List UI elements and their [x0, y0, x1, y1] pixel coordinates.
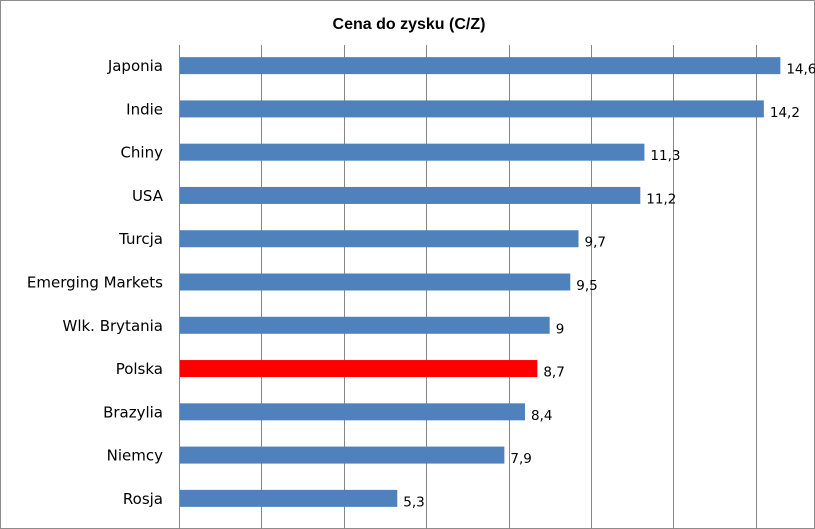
category-label: Emerging Markets — [27, 274, 163, 292]
bar-brazylia — [180, 403, 525, 421]
category-label: Rosja — [123, 490, 163, 508]
value-label: 9 — [556, 321, 565, 337]
category-label: Niemcy — [107, 447, 163, 465]
bar-indie — [180, 100, 764, 118]
chart-title: Cena do zysku (C/Z) — [333, 16, 486, 33]
value-label: 11,2 — [646, 191, 676, 207]
category-label: Chiny — [120, 144, 163, 162]
category-labels: Japonia Indie Chiny USA Turcja Emerging Marke… — [27, 57, 164, 508]
value-label: 8,4 — [531, 408, 552, 424]
bars — [180, 57, 781, 507]
bar-turcja — [180, 230, 579, 248]
value-label: 14,2 — [770, 105, 800, 121]
bar-niemcy — [180, 446, 505, 464]
value-label: 9,7 — [585, 235, 606, 251]
bar-chiny — [180, 143, 645, 161]
value-label: 5,3 — [403, 494, 424, 510]
category-label: Indie — [126, 100, 163, 118]
bar-emerging-markets — [180, 273, 571, 291]
category-label: Brazylia — [103, 403, 163, 421]
bar-usa — [180, 186, 641, 204]
category-label: Japonia — [107, 57, 163, 75]
value-label: 9,5 — [576, 278, 597, 294]
bar-wlk-brytania — [180, 316, 550, 334]
value-labels: 14,6 14,2 11,3 11,2 9,7 9,5 9 8,7 8,4 7,9 5,3 — [403, 62, 815, 511]
value-label: 7,9 — [510, 451, 531, 467]
value-label: 8,7 — [543, 365, 564, 381]
category-label: Turcja — [118, 230, 163, 248]
category-label: Polska — [116, 360, 163, 378]
value-label: 14,6 — [786, 62, 815, 78]
bar-rosja — [180, 489, 398, 507]
bar-polska — [180, 360, 538, 378]
bar-japonia — [180, 57, 781, 75]
value-label: 11,3 — [650, 148, 680, 164]
category-label: USA — [132, 187, 164, 205]
category-label: Wlk. Brytania — [63, 317, 164, 335]
